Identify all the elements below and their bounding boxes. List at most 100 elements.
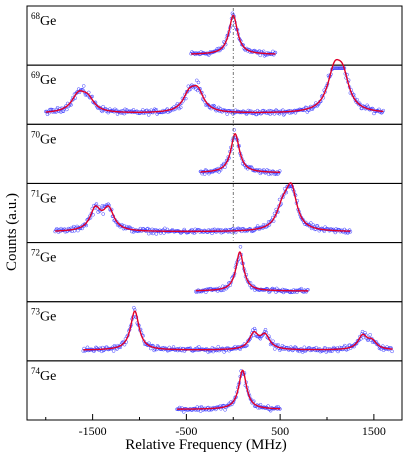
mass-number: 71 — [31, 188, 40, 198]
fit-curve — [200, 133, 280, 173]
y-axis-label: Counts (a.u.) — [4, 193, 20, 271]
panel-frame — [26, 242, 403, 303]
x-tick-label: 500 — [271, 424, 289, 438]
data-point — [319, 348, 323, 353]
data-point — [252, 326, 257, 331]
data-point — [309, 221, 313, 225]
data-point — [229, 280, 233, 285]
panel-label: 74Ge — [31, 366, 56, 384]
data-point — [255, 224, 260, 228]
data-point — [245, 343, 249, 348]
data-point — [196, 80, 201, 85]
data-point — [154, 232, 159, 236]
data-point — [232, 128, 236, 132]
data-point — [368, 332, 372, 337]
element-symbol: Ge — [40, 251, 56, 266]
data-point — [69, 103, 73, 107]
mass-number: 72 — [31, 248, 40, 258]
data-point — [131, 108, 136, 112]
x-axis: -1500 -500 500 1500 — [45, 414, 386, 438]
data-point — [182, 410, 186, 414]
panel-label: 72Ge — [31, 248, 56, 266]
data-point — [84, 223, 89, 228]
fit-curve — [195, 251, 309, 292]
data-point — [263, 327, 268, 332]
fit-curve — [83, 310, 393, 351]
x-tick-label: -500 — [175, 424, 197, 438]
data-point — [195, 78, 199, 83]
data-point — [251, 333, 256, 338]
data-points — [81, 306, 394, 354]
data-point — [146, 113, 151, 117]
panel-label: 68Ge — [31, 11, 56, 29]
data-point — [206, 103, 211, 107]
data-point — [281, 113, 286, 117]
data-point — [155, 344, 160, 348]
data-point — [116, 222, 121, 226]
data-point — [223, 408, 227, 412]
data-point — [273, 347, 277, 351]
element-symbol: Ge — [40, 73, 56, 88]
data-point — [147, 341, 151, 345]
data-point — [211, 103, 216, 108]
panel-label: 69Ge — [31, 70, 56, 88]
data-points — [53, 184, 353, 236]
data-point — [92, 101, 97, 105]
panel-73Ge: 73Ge — [26, 301, 403, 362]
element-symbol: Ge — [40, 14, 56, 29]
fit-curve — [55, 182, 351, 233]
data-point — [171, 345, 176, 349]
panel-frame — [26, 5, 403, 66]
data-point — [65, 107, 69, 112]
data-point — [353, 98, 358, 103]
data-point — [187, 408, 191, 412]
panel-frame — [26, 360, 403, 421]
data-point — [363, 331, 367, 335]
x-tick-label: 1500 — [362, 424, 386, 438]
data-point — [101, 104, 105, 109]
fit-curve — [45, 58, 384, 114]
data-point — [101, 212, 105, 216]
data-point — [152, 107, 157, 111]
element-symbol: Ge — [40, 369, 56, 384]
data-point — [336, 349, 340, 354]
mass-number: 70 — [31, 129, 41, 139]
data-point — [210, 231, 214, 236]
data-point — [85, 345, 90, 350]
data-point — [83, 93, 88, 97]
fit-curve — [176, 369, 281, 410]
data-point — [100, 204, 105, 208]
data-point — [146, 343, 150, 347]
x-axis-label: Relative Frequency (MHz) — [125, 437, 287, 453]
mass-number: 73 — [31, 307, 41, 317]
data-point — [220, 165, 225, 169]
data-point — [315, 224, 320, 228]
data-point — [302, 345, 307, 350]
data-point — [375, 342, 380, 346]
panel-70Ge: 70Ge — [26, 123, 403, 184]
data-point — [132, 306, 136, 310]
data-point — [258, 53, 262, 58]
data-point — [81, 84, 86, 88]
data-point — [151, 231, 155, 236]
panel-68Ge: 68Ge — [26, 5, 403, 66]
data-point — [271, 339, 275, 343]
data-points — [175, 369, 282, 414]
data-point — [276, 342, 280, 347]
data-point — [123, 107, 127, 112]
panel-frame — [26, 123, 403, 184]
element-symbol: Ge — [40, 191, 56, 206]
data-point — [206, 350, 210, 354]
data-point — [343, 343, 347, 348]
data-point — [154, 108, 159, 112]
data-point — [381, 108, 385, 113]
data-point — [238, 245, 243, 249]
data-point — [186, 84, 191, 88]
data-point — [301, 218, 305, 222]
data-point — [291, 288, 296, 292]
data-point — [179, 105, 183, 110]
panel-label: 73Ge — [31, 307, 56, 325]
data-point — [204, 103, 208, 108]
fit-curve — [191, 14, 276, 55]
